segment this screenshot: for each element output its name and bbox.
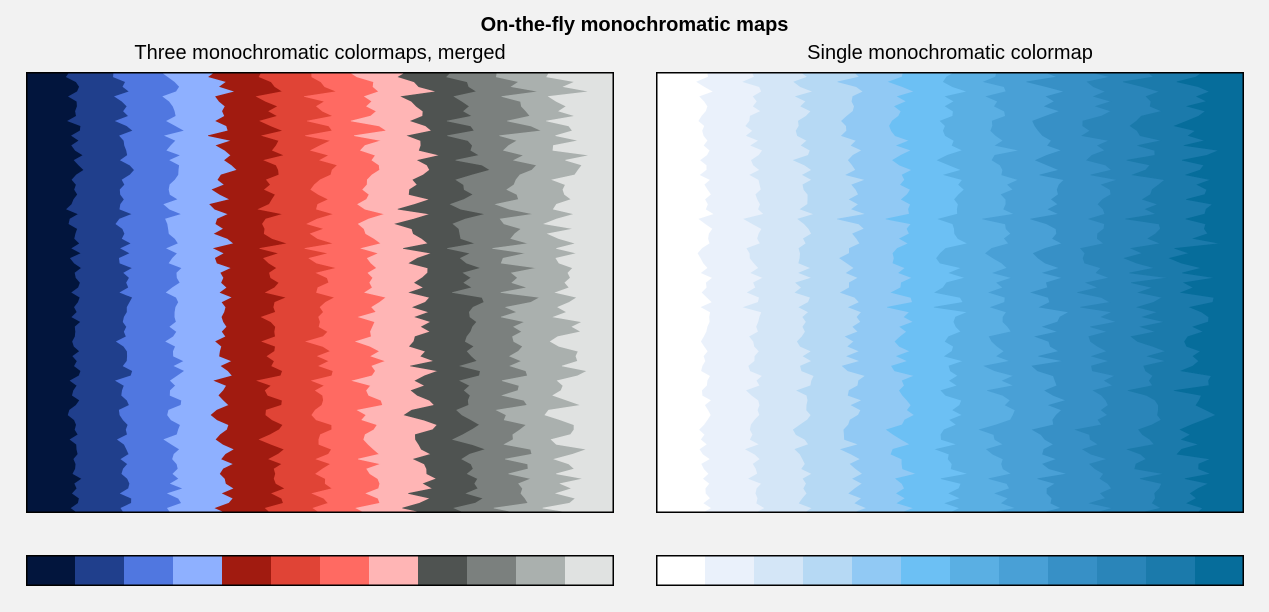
colorbar-segment-10 — [467, 555, 517, 586]
right-colorbar — [656, 555, 1244, 586]
colorbar-segment-5 — [852, 555, 902, 586]
colorbar-frame — [656, 555, 1244, 586]
colorbar-segment-2 — [705, 555, 755, 586]
left-colorbar — [26, 555, 614, 586]
figure-title: On-the-fly monochromatic maps — [480, 14, 789, 36]
plot-frame — [656, 72, 1244, 513]
colorbar-segment-7 — [950, 555, 1000, 586]
colorbar-segment-1 — [26, 555, 76, 586]
right-contour-plot — [656, 72, 1244, 513]
colorbar-segment-6 — [901, 555, 951, 586]
left-panel-title: Three monochromatic colormaps, merged — [134, 42, 506, 64]
plot-frame — [26, 72, 614, 513]
colorbar-segment-5 — [222, 555, 272, 586]
colorbar-segment-4 — [173, 555, 223, 586]
colorbar-segment-10 — [1097, 555, 1147, 586]
colorbar-segment-3 — [754, 555, 804, 586]
colorbar-segment-6 — [271, 555, 321, 586]
contour-level-12 — [1168, 72, 1244, 513]
colorbar-frame — [26, 555, 614, 586]
colorbar-segment-9 — [418, 555, 468, 586]
colorbar-segment-11 — [516, 555, 566, 586]
colorbar-segment-8 — [999, 555, 1049, 586]
contour-level-12 — [542, 72, 614, 513]
colorbar-segment-7 — [320, 555, 370, 586]
right-panel-title: Single monochromatic colormap — [807, 42, 1093, 64]
colorbar-segment-1 — [656, 555, 706, 586]
colorbar-segment-9 — [1048, 555, 1098, 586]
colorbar-segment-8 — [369, 555, 419, 586]
left-contour-plot — [26, 72, 614, 513]
colorbar-segment-3 — [124, 555, 174, 586]
colorbar-segment-4 — [803, 555, 853, 586]
colorbar-segment-12 — [1195, 555, 1244, 586]
colorbar-segment-12 — [565, 555, 614, 586]
colorbar-segment-11 — [1146, 555, 1196, 586]
colorbar-segment-2 — [75, 555, 125, 586]
